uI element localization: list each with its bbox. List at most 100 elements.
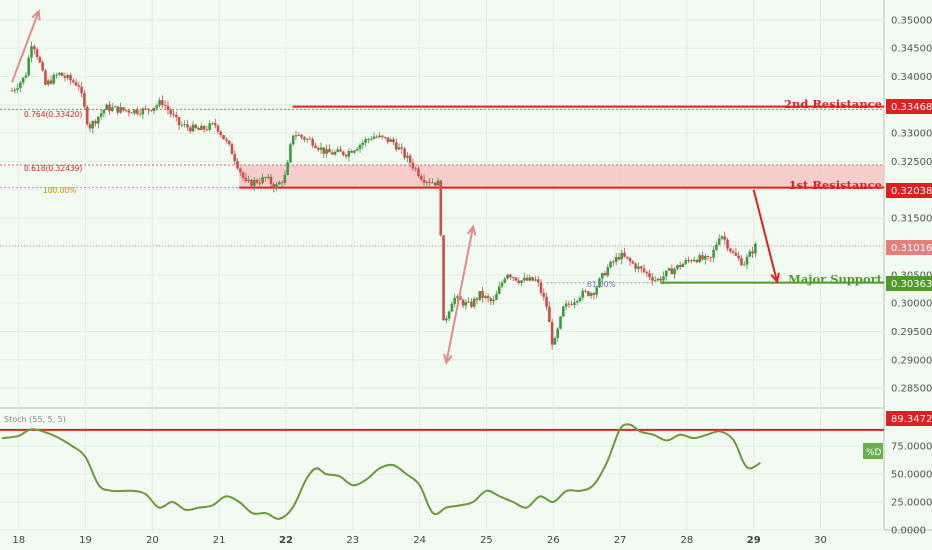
candle — [275, 181, 278, 191]
candle-body — [678, 264, 682, 268]
candle — [303, 136, 306, 143]
candle-body — [653, 280, 657, 281]
candle-body — [133, 109, 136, 114]
candle — [46, 78, 50, 87]
candle-body — [88, 124, 92, 129]
candle — [289, 142, 292, 164]
candle — [567, 301, 571, 308]
candle-body — [197, 127, 200, 130]
candle-body — [294, 135, 298, 137]
price-tag-2nd-resistance: 0.33468 — [891, 102, 932, 113]
candle — [316, 146, 320, 152]
candle — [74, 78, 78, 87]
time-tick-label: 22 — [279, 535, 293, 546]
candle — [542, 288, 546, 301]
candle — [403, 147, 406, 160]
candle — [200, 123, 203, 131]
candle — [531, 276, 534, 282]
candle-body — [291, 135, 295, 145]
time-tick-label: 23 — [346, 535, 359, 546]
candle — [592, 291, 596, 300]
candle — [250, 178, 253, 187]
candle-body — [339, 149, 342, 152]
candle — [534, 276, 537, 282]
candle — [122, 106, 125, 112]
candle — [108, 101, 111, 115]
candle — [52, 72, 56, 85]
candle — [227, 140, 231, 147]
candle-body — [681, 263, 685, 268]
time-tick-label: 27 — [614, 535, 627, 546]
candle — [364, 137, 367, 147]
candle — [651, 273, 654, 286]
candle — [509, 273, 512, 280]
candle-body — [400, 147, 404, 149]
candle-body — [361, 142, 365, 145]
candle — [503, 276, 507, 284]
candle-body — [177, 117, 181, 126]
candle-body — [623, 252, 626, 257]
price-tick-label: 0.31500 — [891, 214, 932, 225]
candle-body — [397, 147, 401, 150]
candle-body — [570, 304, 573, 306]
candle — [247, 175, 250, 184]
candle — [328, 144, 331, 153]
candle-body — [626, 256, 629, 259]
candle — [492, 295, 495, 306]
candle-body — [225, 139, 228, 141]
candle-body — [406, 155, 409, 158]
candle — [188, 125, 192, 134]
candle-body — [509, 274, 512, 278]
candle-body — [603, 272, 607, 276]
candle-body — [289, 144, 292, 163]
candle — [692, 256, 696, 262]
candle-body — [83, 93, 86, 107]
candle-body — [316, 147, 320, 150]
candle-body — [386, 137, 390, 142]
candle-body — [119, 107, 122, 113]
candle-body — [102, 109, 106, 114]
candle-body — [85, 106, 89, 125]
candle — [230, 142, 234, 155]
price-tick-label: 0.33000 — [891, 129, 932, 140]
candle — [628, 256, 632, 266]
candle-body — [216, 125, 220, 132]
candle — [481, 286, 484, 303]
candle — [698, 252, 701, 264]
candle — [174, 111, 178, 122]
candle-body — [578, 297, 582, 301]
candle — [77, 81, 81, 92]
candle — [486, 293, 490, 303]
label-2nd-resistance: 2nd Resistance — [784, 97, 882, 111]
candle-body — [124, 110, 128, 112]
candle-body — [450, 303, 454, 312]
candle-body — [333, 151, 337, 155]
candle — [233, 150, 237, 166]
stoch-level-tag: 89.3472 — [891, 414, 932, 425]
candle-body — [617, 257, 621, 260]
candle — [330, 149, 334, 155]
candle-body — [136, 109, 139, 114]
candle-body — [16, 88, 19, 90]
candle-body — [158, 100, 161, 106]
projection-arrow-line — [11, 10, 40, 83]
candle-body — [186, 124, 189, 128]
candle-body — [639, 266, 643, 269]
candle — [603, 270, 607, 277]
candle-body — [152, 107, 156, 111]
candle — [464, 298, 468, 310]
candle-body — [46, 80, 50, 85]
candle-body — [250, 179, 253, 186]
candle — [595, 285, 598, 299]
candle-body — [439, 180, 443, 236]
candle — [186, 119, 189, 132]
candle — [612, 259, 615, 267]
candle — [355, 147, 359, 152]
candle — [559, 316, 562, 330]
candle-body — [637, 266, 640, 269]
candle — [439, 179, 443, 237]
candle — [678, 261, 682, 270]
candle — [58, 72, 61, 76]
candle — [350, 149, 353, 154]
candle-body — [239, 168, 242, 173]
